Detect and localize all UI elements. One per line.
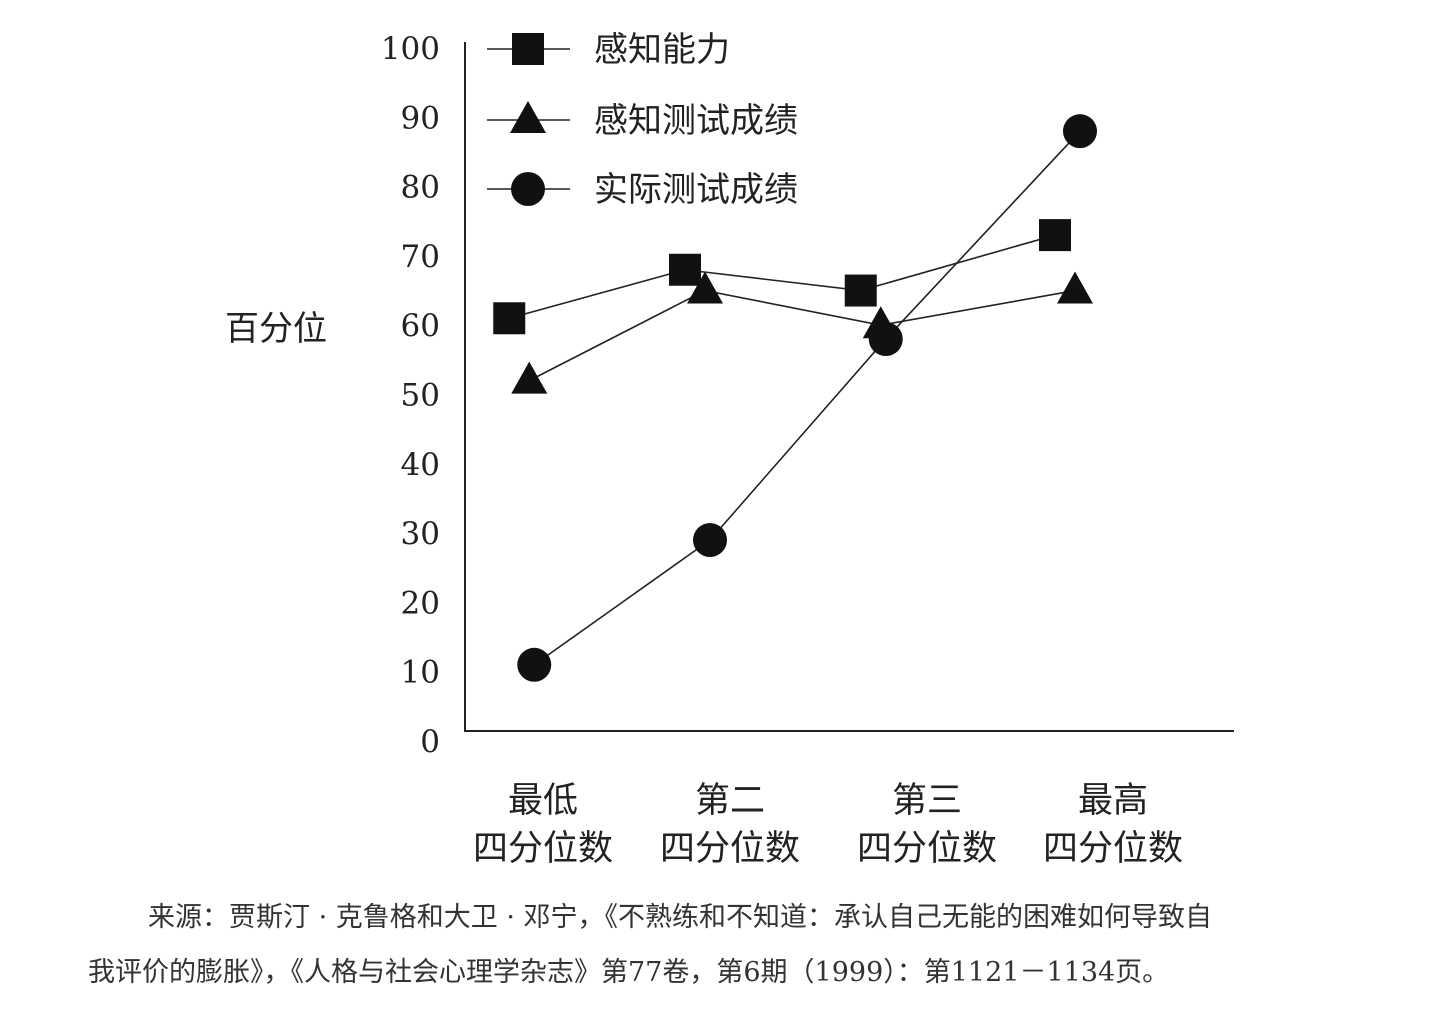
x-category-label: 最高 (1078, 781, 1148, 821)
y-tick-label: 30 (401, 516, 440, 552)
series-square (493, 219, 1071, 335)
source-note-line-2: 我评价的膨胀》，《人格与社会心理学杂志》第77卷，第6期（1999）：第1121… (88, 957, 1170, 988)
x-category-label: 四分位数 (857, 829, 997, 869)
series-line (528, 289, 1076, 382)
data-point-triangle (687, 271, 723, 304)
y-tick-label: 10 (401, 655, 440, 691)
y-tick-label: 100 (381, 31, 440, 67)
legend-marker-circle (511, 172, 545, 206)
x-category-label: 第二 (695, 781, 765, 821)
legend-label: 感知测试成绩 (594, 101, 798, 141)
x-category-label: 四分位数 (473, 829, 613, 869)
legend-item: 实际测试成绩 (487, 170, 798, 210)
legend-label: 实际测试成绩 (594, 170, 798, 210)
y-tick-label: 40 (401, 447, 440, 483)
data-point-circle (517, 647, 552, 682)
series-circle (517, 114, 1097, 682)
data-point-square (1039, 219, 1071, 252)
x-category-label: 四分位数 (1043, 829, 1183, 869)
y-tick-label: 70 (401, 239, 440, 275)
legend-marker-square (512, 33, 544, 65)
x-category-label: 第三 (892, 781, 962, 821)
chart-axes (464, 42, 1234, 732)
y-tick-label: 80 (401, 170, 440, 206)
source-note-line-1: 来源：贾斯汀 · 克鲁格和大卫 · 邓宁，《不熟练和不知道：承认自己无能的困难如… (148, 902, 1212, 933)
series-line (533, 130, 1081, 666)
data-point-triangle (511, 361, 548, 394)
legend-label: 感知能力 (594, 30, 730, 70)
y-tick-label: 20 (401, 585, 440, 621)
series-triangle (511, 271, 1093, 394)
data-point-square (844, 274, 877, 307)
y-axis-label: 百分位 (225, 309, 327, 349)
data-point-square (669, 253, 701, 286)
legend-marker-triangle (510, 101, 546, 133)
legend-item: 感知测试成绩 (487, 101, 798, 141)
y-tick-label: 50 (401, 378, 440, 414)
data-point-square (493, 302, 526, 335)
data-point-triangle (1057, 271, 1093, 304)
y-tick-label: 0 (420, 724, 440, 760)
legend-item: 感知能力 (487, 30, 730, 70)
x-category-label: 四分位数 (660, 829, 800, 869)
data-point-circle (1063, 114, 1097, 149)
y-tick-label: 60 (401, 308, 440, 344)
y-tick-label: 90 (401, 100, 440, 136)
data-point-circle (693, 523, 727, 558)
data-point-circle (868, 322, 903, 357)
x-category-label: 最低 (508, 781, 578, 821)
